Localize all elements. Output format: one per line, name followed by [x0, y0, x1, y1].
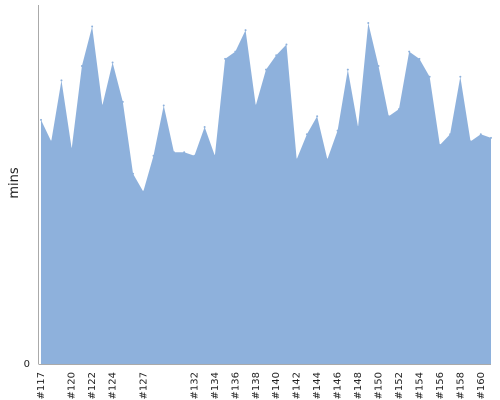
data-point-#138 — [254, 104, 257, 107]
data-point-#150 — [377, 65, 380, 68]
data-point-#151 — [387, 115, 390, 118]
x-tick-label: #127 — [138, 372, 149, 399]
data-point-#119 — [60, 79, 63, 82]
data-point-#122 — [91, 25, 94, 28]
data-point-#159 — [469, 140, 472, 143]
data-point-#157 — [449, 133, 452, 136]
data-point-#133 — [203, 126, 206, 129]
x-tick-label: #144 — [312, 372, 323, 399]
data-point-#130 — [172, 151, 175, 154]
data-point-#120 — [70, 147, 73, 150]
data-point-#117 — [40, 118, 42, 121]
data-point-#143 — [305, 133, 308, 136]
x-tick-label: #136 — [230, 372, 241, 399]
data-point-#141 — [285, 43, 288, 46]
y-tick-label-0: 0 — [24, 359, 30, 370]
data-point-#149 — [367, 21, 370, 24]
data-point-#146 — [336, 129, 339, 132]
data-point-#129 — [162, 104, 165, 107]
x-tick-label: #156 — [435, 372, 446, 399]
data-point-#128 — [152, 154, 155, 157]
data-point-#135 — [224, 57, 227, 60]
data-point-#134 — [213, 154, 216, 157]
x-tick-label: #146 — [333, 372, 344, 399]
data-point-#139 — [265, 68, 267, 71]
y-axis-title: mins — [7, 167, 22, 199]
data-point-#155 — [428, 75, 431, 78]
x-tick-label: #140 — [271, 372, 282, 399]
data-point-#136 — [234, 50, 237, 53]
data-point-#131 — [183, 151, 186, 154]
area-series — [41, 22, 491, 364]
x-tick-label: #124 — [108, 372, 119, 399]
data-point-#144 — [316, 115, 319, 118]
data-point-#123 — [101, 104, 104, 107]
data-point-#147 — [346, 68, 349, 71]
x-tick-label: #152 — [394, 372, 405, 399]
x-tick-label: #142 — [292, 372, 303, 399]
x-tick-label: #117 — [36, 372, 47, 399]
data-point-#142 — [295, 158, 298, 161]
x-tick-label: #158 — [455, 372, 466, 399]
data-point-#127 — [142, 190, 145, 193]
data-point-#125 — [121, 100, 124, 103]
x-tick-label: #154 — [414, 372, 425, 399]
data-point-#160 — [479, 133, 482, 136]
x-tick-label: #148 — [353, 372, 364, 399]
data-point-#158 — [459, 75, 462, 78]
data-point-#153 — [408, 50, 411, 53]
data-point-#152 — [397, 108, 400, 111]
x-tick-label: #122 — [87, 372, 98, 399]
data-point-#137 — [244, 29, 247, 32]
data-point-#145 — [326, 158, 329, 161]
x-tick-label: #134 — [210, 372, 221, 399]
data-point-#121 — [80, 65, 83, 68]
data-point-#124 — [111, 61, 114, 64]
x-tick-label: #120 — [67, 372, 78, 399]
data-point-#148 — [357, 126, 360, 129]
x-tick-label: #150 — [374, 372, 385, 399]
data-point-#156 — [438, 144, 441, 147]
area-series-layer — [40, 21, 492, 364]
data-point-#126 — [132, 172, 135, 175]
x-axis-ticks: #117 #120 #122 #124 #127 #132 #134 #136 #138 #140… — [36, 372, 487, 399]
data-point-#140 — [275, 54, 278, 57]
x-tick-label: #132 — [189, 372, 200, 399]
data-point-#118 — [50, 140, 53, 143]
axes — [38, 5, 491, 365]
data-point-#132 — [193, 154, 196, 157]
x-tick-label: #160 — [476, 372, 487, 399]
data-point-#154 — [418, 57, 421, 60]
x-tick-label: #138 — [251, 372, 262, 399]
data-point-#161 — [490, 136, 492, 139]
